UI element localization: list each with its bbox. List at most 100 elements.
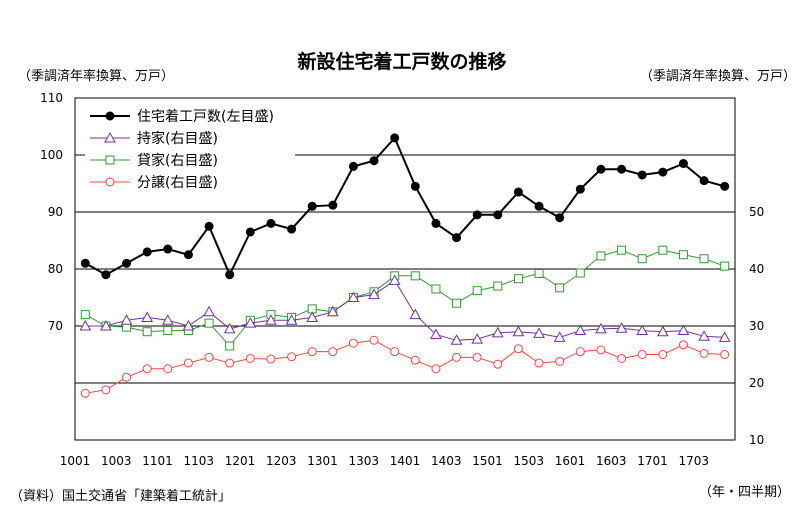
data-point <box>105 111 115 121</box>
data-point <box>287 352 297 362</box>
data-point <box>161 314 174 325</box>
plot-frame <box>74 97 736 441</box>
data-point <box>450 334 463 345</box>
data-point <box>699 348 709 358</box>
x-tick-label: 1601 <box>555 454 586 468</box>
x-axis-unit: （年・四半期） <box>699 485 790 500</box>
x-tick-label: 1403 <box>431 454 462 468</box>
x-tick-label: 1003 <box>101 454 132 468</box>
x-tick-label: 1203 <box>266 454 297 468</box>
data-point <box>617 164 627 174</box>
data-point <box>122 372 132 382</box>
data-point <box>472 286 482 296</box>
data-point <box>390 347 400 357</box>
data-point <box>390 133 400 143</box>
data-point <box>553 331 566 342</box>
x-tick-label: 1603 <box>596 454 627 468</box>
x-tick-label: 1001 <box>60 454 91 468</box>
data-point <box>658 167 668 177</box>
data-point <box>225 341 235 351</box>
series-4 <box>80 335 730 398</box>
data-point <box>80 388 90 398</box>
series-1 <box>80 133 730 280</box>
data-point <box>699 254 709 264</box>
data-point <box>555 213 565 223</box>
data-point <box>80 310 90 320</box>
data-point <box>491 326 504 338</box>
data-point <box>678 340 688 350</box>
data-point <box>658 350 668 359</box>
data-point <box>493 210 503 220</box>
data-point <box>307 347 317 357</box>
data-point <box>493 359 503 369</box>
data-point <box>326 305 339 317</box>
data-point <box>142 327 152 337</box>
data-point <box>656 325 669 337</box>
data-point <box>595 322 607 334</box>
data-point <box>285 314 298 325</box>
right-axis-ticks: 10 20 30 40 50 <box>749 205 764 447</box>
right-axis-unit: （季調済年率換算、万戸） <box>640 68 796 84</box>
legend-box <box>85 103 295 193</box>
data-point <box>101 385 111 395</box>
data-point <box>245 227 255 237</box>
data-point <box>348 338 358 348</box>
data-point <box>105 177 115 187</box>
data-point <box>472 210 482 220</box>
data-point <box>636 324 649 336</box>
data-point <box>347 291 360 302</box>
x-tick-label: 1503 <box>513 454 544 468</box>
data-point <box>306 311 319 322</box>
left-tick-label: 90 <box>48 205 63 219</box>
data-point <box>410 355 420 365</box>
data-point <box>637 170 647 180</box>
x-tick-label: 1701 <box>637 454 668 468</box>
data-point <box>163 364 173 374</box>
data-point <box>410 181 420 191</box>
data-point <box>369 156 379 166</box>
data-point <box>617 245 627 255</box>
x-axis-ticks: 1001 1003 1101 1103 1201 1203 1301 1303 1401 1403… <box>60 454 709 468</box>
legend-label: 分譲(右目盛) <box>137 175 218 191</box>
data-point <box>328 347 338 357</box>
data-point <box>699 176 709 186</box>
data-point <box>163 326 173 336</box>
legend: 住宅着工戸数(左目盛) 持家(右目盛) 貸家(右目盛) 分譲(右目盛) <box>85 103 295 193</box>
data-point <box>369 335 379 345</box>
right-tick-label: 40 <box>749 262 764 276</box>
data-point <box>615 322 628 333</box>
data-point <box>575 347 585 357</box>
data-point <box>574 324 587 336</box>
data-point <box>204 221 214 231</box>
data-point <box>410 271 420 281</box>
series-line <box>85 339 725 394</box>
right-tick-label: 50 <box>749 205 764 219</box>
data-point <box>203 305 215 317</box>
data-point <box>534 269 544 279</box>
data-point <box>677 324 690 336</box>
left-tick-label: 70 <box>48 319 63 333</box>
data-point <box>575 268 585 278</box>
x-tick-label: 1101 <box>142 454 173 468</box>
data-point <box>388 274 401 285</box>
data-point <box>513 187 523 197</box>
data-point <box>348 161 358 171</box>
legend-label: 持家(右目盛) <box>137 130 218 147</box>
data-point <box>720 181 730 191</box>
data-point <box>452 233 462 243</box>
data-point <box>472 352 482 362</box>
data-point <box>493 281 503 291</box>
x-tick-label: 1201 <box>225 454 256 468</box>
data-point <box>452 352 462 362</box>
left-tick-label: 110 <box>40 91 63 105</box>
data-point <box>265 314 277 325</box>
data-point <box>141 311 154 322</box>
data-point <box>431 218 441 228</box>
data-point <box>120 314 133 325</box>
data-point <box>101 270 111 280</box>
data-point <box>183 358 193 368</box>
left-tick-label: 80 <box>48 262 63 276</box>
data-point <box>142 247 152 257</box>
data-point <box>163 244 173 254</box>
data-point <box>658 245 668 255</box>
